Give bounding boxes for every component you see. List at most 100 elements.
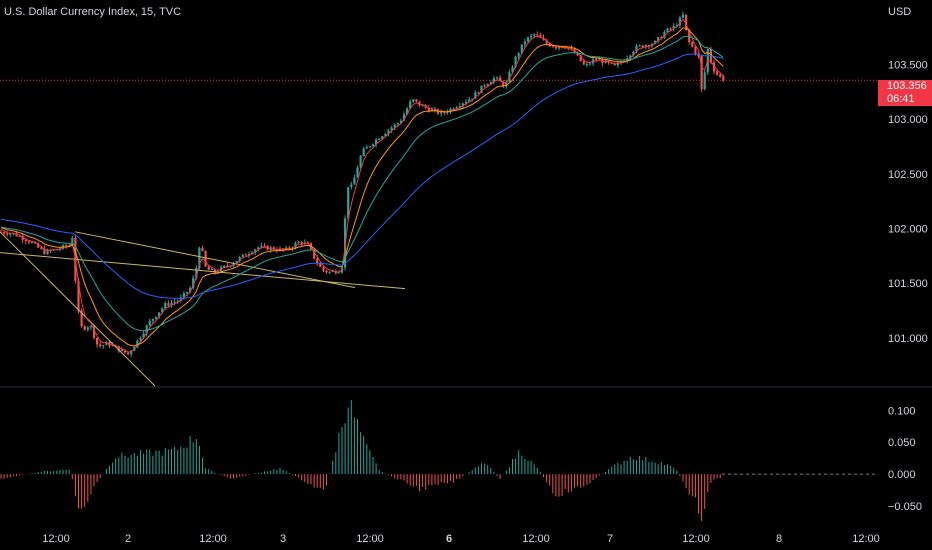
candle-body: [663, 32, 666, 38]
trendline-2[interactable]: [74, 231, 356, 289]
candle-body: [77, 280, 80, 311]
candle-body: [337, 272, 340, 274]
candle-body: [536, 34, 539, 36]
candle-body: [167, 303, 170, 306]
oscillator-axis-tick: 0.050: [888, 437, 916, 449]
candle-body: [505, 81, 508, 87]
candle-body: [539, 34, 542, 38]
candle-body: [716, 71, 719, 75]
candle-body: [316, 258, 319, 264]
price-axis-tick: 102.000: [888, 224, 928, 236]
candle-body: [604, 60, 607, 64]
candle-body: [322, 266, 325, 271]
candle-body: [635, 45, 638, 52]
oscillator-axis-tick: −0.050: [888, 501, 922, 513]
candle-body: [700, 55, 703, 90]
candle-body: [275, 249, 278, 251]
candle-body: [474, 92, 477, 99]
candle-body: [182, 293, 185, 298]
candle-body: [189, 288, 192, 293]
time-axis-tick: 3: [280, 533, 286, 545]
candle-body: [313, 249, 316, 259]
candle-body: [99, 344, 102, 347]
candle-body: [18, 235, 21, 237]
candle-body: [688, 29, 691, 42]
candle-body: [9, 233, 12, 235]
candle-body: [471, 98, 474, 100]
candle-body: [427, 107, 430, 112]
candle-body: [130, 350, 133, 355]
candle-body: [347, 187, 350, 219]
candle-body: [27, 241, 30, 243]
price-pane[interactable]: [0, 11, 878, 387]
candle-body: [629, 55, 632, 59]
candle-body: [613, 63, 616, 66]
candle-body: [458, 106, 461, 108]
candle-body: [672, 25, 675, 29]
candle-body: [151, 318, 154, 321]
candle-body: [21, 236, 24, 240]
candle-body: [694, 46, 697, 54]
candle-body: [6, 233, 9, 235]
candle-body: [96, 337, 99, 345]
candle-body: [83, 326, 86, 330]
candle-body: [477, 92, 480, 94]
candle-body: [530, 35, 533, 38]
candle-body: [207, 266, 210, 270]
time-axis-tick: 12:00: [522, 533, 550, 545]
ema-slow-line: [0, 35, 724, 332]
candle-body: [406, 108, 409, 115]
candle-body: [433, 109, 437, 111]
candle-body: [719, 74, 722, 77]
currency-label: USD: [888, 6, 912, 18]
ema-long-line: [0, 53, 724, 299]
candle-body: [244, 254, 247, 256]
candle-body: [142, 333, 145, 338]
candle-body: [300, 241, 303, 244]
candle-body: [387, 130, 390, 134]
candle-body: [712, 62, 716, 72]
candle-body: [573, 49, 576, 54]
axes: 101.000 101.500 102.000 102.500 103.000 103.5…: [0, 60, 932, 545]
trendline-3[interactable]: [0, 252, 406, 290]
trendline-1[interactable]: [0, 231, 156, 387]
candle-body: [632, 51, 635, 56]
bar-countdown: 06:41: [887, 93, 915, 105]
candle-body: [40, 247, 43, 249]
candle-body: [251, 252, 254, 255]
candle-body: [495, 77, 499, 79]
candle-body: [148, 320, 151, 326]
candle-body: [610, 62, 613, 64]
price-axis-tick: 101.500: [888, 278, 928, 290]
candle-body: [46, 250, 49, 254]
candle-body: [697, 53, 700, 56]
candle-body: [92, 326, 96, 338]
candle-body: [331, 270, 334, 272]
candle-body: [561, 47, 564, 49]
candle-body: [362, 148, 365, 157]
candle-body: [678, 17, 681, 26]
candle-body: [489, 82, 492, 85]
candle-body: [260, 245, 263, 248]
chart-title: U.S. Dollar Currency Index, 15, TVC: [4, 6, 182, 18]
candle-body: [247, 254, 251, 256]
candle-body: [179, 297, 182, 301]
candle-body: [461, 103, 464, 107]
candle-body: [381, 136, 384, 139]
candle-body: [557, 47, 561, 49]
candle-body: [564, 47, 567, 49]
candle-body: [511, 67, 514, 73]
candle-body: [117, 346, 120, 352]
candle-body: [71, 237, 74, 246]
candle-body: [375, 139, 378, 145]
candle-body: [368, 146, 371, 148]
candle-body: [65, 245, 68, 247]
time-axis-tick: 12:00: [682, 533, 710, 545]
candle-body: [201, 247, 204, 251]
candle-body: [384, 133, 387, 137]
oscillator-pane[interactable]: [0, 399, 878, 521]
time-axis-tick: 2: [125, 533, 131, 545]
candle-body: [691, 41, 694, 47]
candle-body: [86, 327, 89, 330]
